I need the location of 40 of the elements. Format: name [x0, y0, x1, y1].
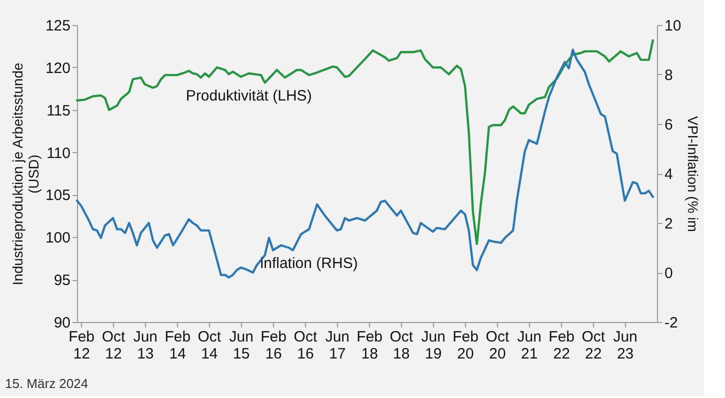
- x-tick-label: Feb 18: [356, 328, 383, 362]
- y-tick-label: 120: [45, 60, 70, 77]
- x-tick-label: Oct 12: [102, 328, 126, 362]
- line-series: [76, 39, 654, 246]
- y-tick-label: 95: [54, 272, 70, 290]
- x-tick-label: Oct 20: [486, 328, 510, 362]
- y-axis-title: Industrieproduktion je Arbeitsstunde (USD): [9, 62, 42, 286]
- text: 15. März 2024: [5, 376, 88, 391]
- x-tick-label: Oct 18: [390, 328, 414, 362]
- y-tick-label: 125: [45, 18, 70, 34]
- x-tick-label: Jun 21: [517, 328, 542, 362]
- y2-axis-title: VPI-Inflation (% im: [685, 116, 702, 232]
- series-label: inflation (RHS): [260, 255, 358, 272]
- x-tick-label: Feb 12: [68, 328, 95, 362]
- x-tick-label: Feb 14: [164, 328, 191, 362]
- y2-tick-label: 10: [664, 18, 682, 34]
- x-tick-label: Feb 22: [548, 328, 575, 362]
- y2-tick-label: 8: [664, 67, 673, 84]
- x-tick-label: Jun 23: [613, 328, 638, 362]
- x-tick-label: Jun 15: [229, 328, 254, 362]
- y-tick-label: 100: [45, 230, 70, 247]
- x-tick-label: Oct 14: [198, 328, 222, 362]
- x-tick-label: Feb 20: [452, 328, 478, 362]
- series-label: Produktivität (LHS): [186, 87, 312, 104]
- y-tick-label: 90: [54, 314, 70, 332]
- x-tick-label: Oct 16: [294, 328, 318, 362]
- y2-tick-label: -2: [664, 314, 678, 332]
- x-tick-label: Feb 16: [260, 328, 286, 362]
- y-tick-label: 115: [46, 102, 70, 120]
- line-series: [76, 48, 654, 279]
- x-tick-label: Jun 19: [421, 328, 446, 362]
- y-tick-label: 105: [45, 187, 70, 204]
- x-tick-label: Jun 13: [133, 328, 158, 362]
- x-tick-label: Jun 17: [325, 328, 350, 362]
- y2-tick-label: 6: [664, 116, 673, 134]
- y2-tick-label: 4: [664, 166, 673, 183]
- y2-tick-label: 0: [664, 265, 673, 282]
- y-tick-label: 110: [46, 144, 70, 162]
- y2-tick-label: 2: [664, 216, 673, 232]
- x-tick-label: Oct 22: [582, 328, 606, 362]
